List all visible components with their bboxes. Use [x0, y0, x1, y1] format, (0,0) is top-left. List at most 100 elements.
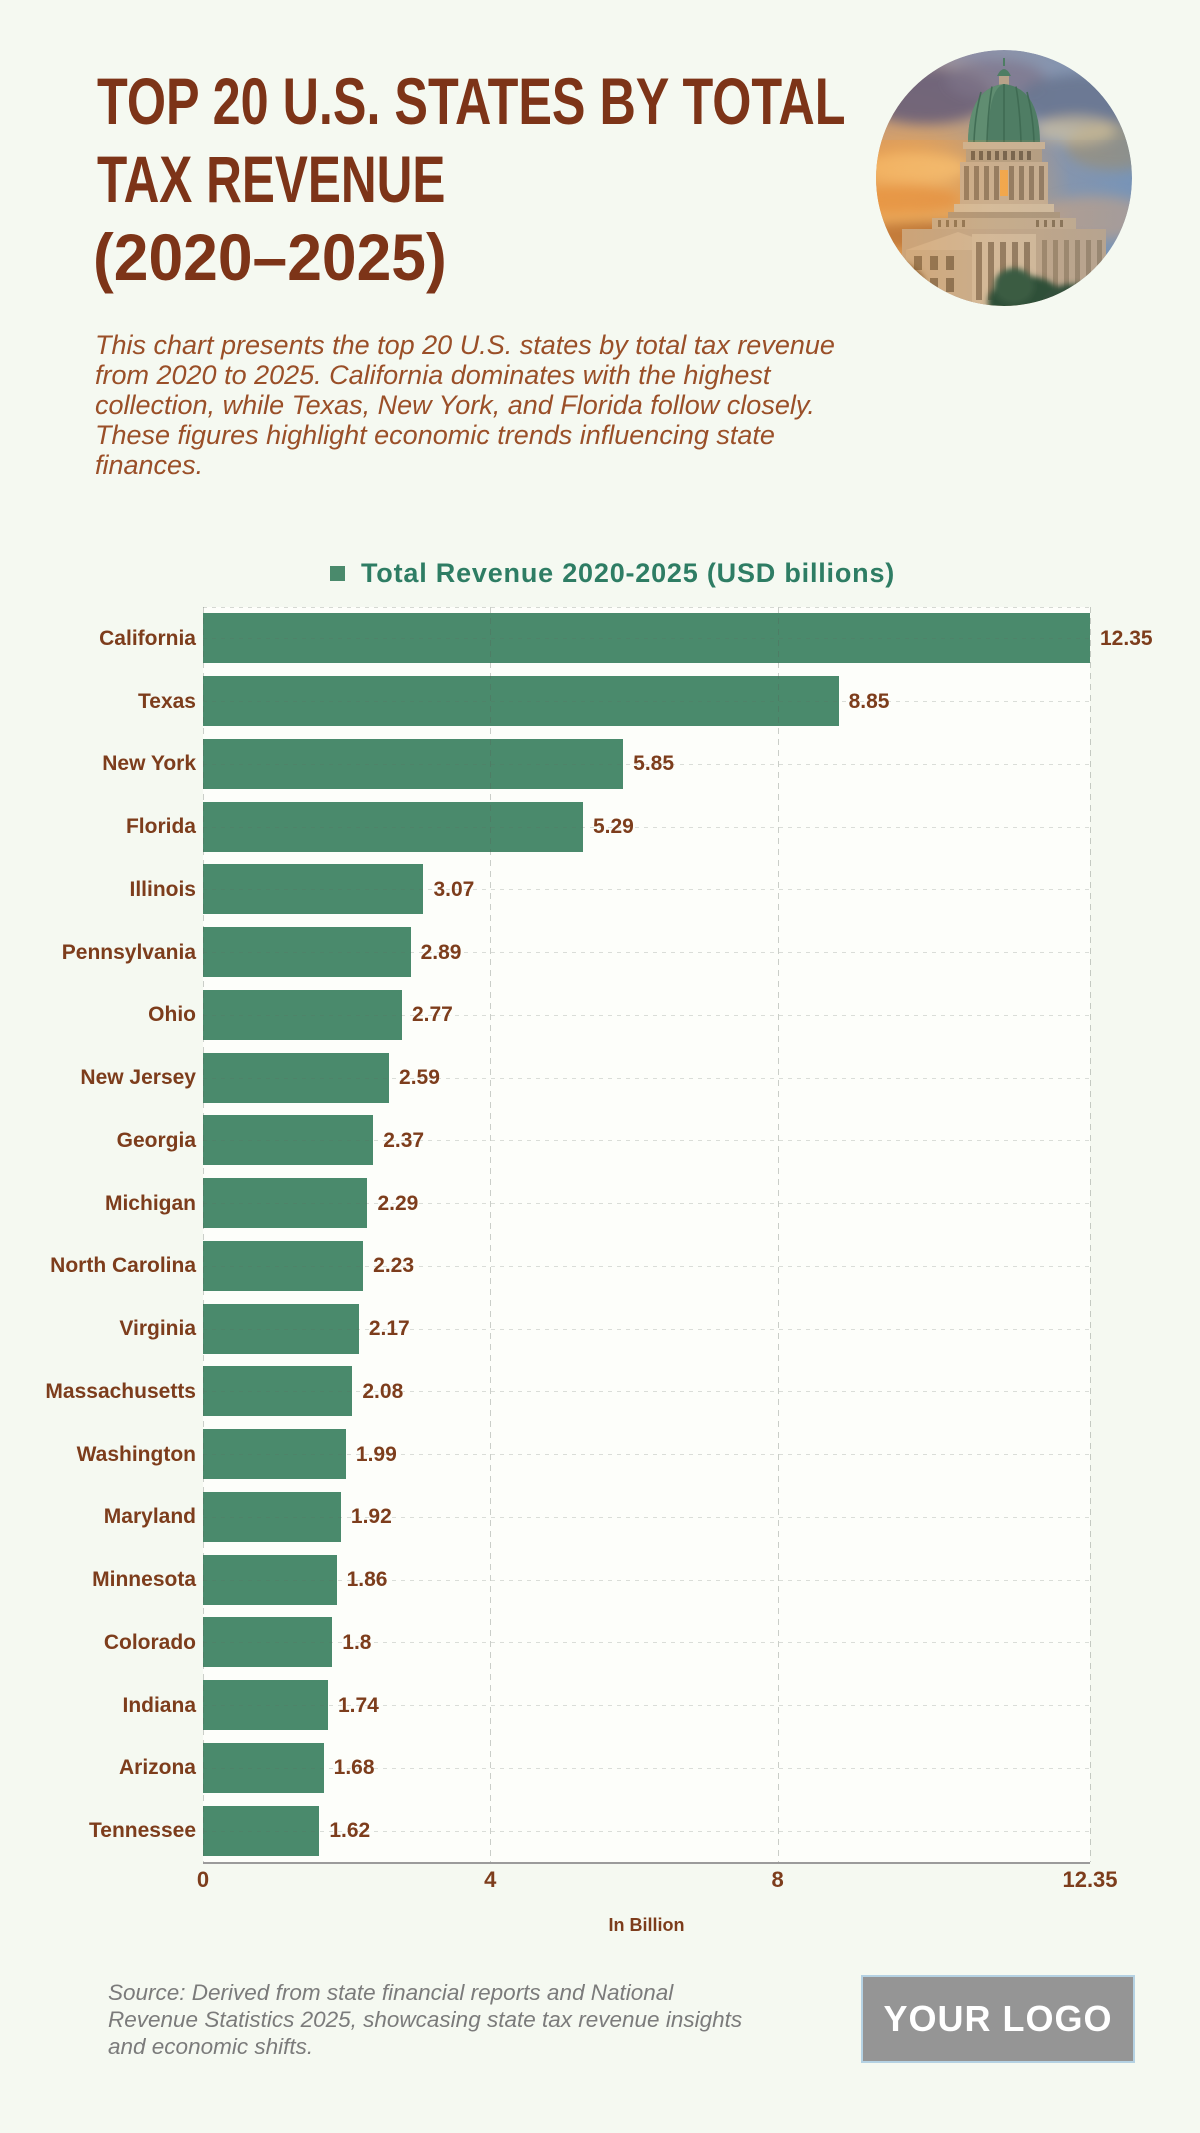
bar-new-york — [203, 738, 624, 789]
page-title-text: (2020–2025) — [93, 220, 447, 294]
category-label: Virginia — [119, 1317, 196, 1341]
bar-new-jersey — [203, 1052, 390, 1103]
bar-north-carolina — [203, 1240, 364, 1291]
bar-california — [203, 613, 1090, 664]
bar-colorado — [203, 1617, 333, 1668]
source-line: and economic shifts. — [108, 2034, 314, 2059]
page-title-line-3: (2020–2025) — [93, 218, 1079, 296]
source-note: Source: Derived from state financial rep… — [108, 1979, 742, 2060]
legend-marker-square — [330, 566, 345, 581]
category-label: New Jersey — [80, 1066, 196, 1090]
value-label: 1.8 — [342, 1630, 372, 1654]
horizontal-gridline — [203, 826, 1090, 828]
description-line: This chart presents the top 20 U.S. stat… — [95, 330, 835, 360]
horizontal-gridline — [203, 1705, 1090, 1707]
bar-arizona — [203, 1742, 324, 1793]
horizontal-gridline — [203, 1516, 1090, 1518]
category-label: Georgia — [116, 1128, 196, 1152]
page-title-text: TOP 20 U.S. STATES BY TOTAL — [97, 64, 846, 138]
horizontal-gridline — [203, 1767, 1090, 1769]
value-label: 1.92 — [350, 1505, 392, 1529]
value-label: 1.86 — [346, 1568, 388, 1592]
value-label: 2.23 — [373, 1254, 415, 1278]
horizontal-gridline — [203, 638, 1090, 640]
value-label: 1.99 — [355, 1442, 397, 1466]
vertical-gridline — [1090, 607, 1091, 1862]
bar-washington — [203, 1429, 346, 1480]
category-label: Ohio — [148, 1003, 196, 1027]
value-label: 2.17 — [368, 1317, 410, 1341]
horizontal-gridline — [203, 763, 1090, 765]
x-tick-label: 4 — [484, 1867, 497, 1892]
bar-minnesota — [203, 1554, 337, 1605]
category-label: Tennessee — [89, 1819, 196, 1843]
value-label: 2.89 — [420, 940, 462, 964]
bar-maryland — [203, 1491, 341, 1542]
horizontal-gridline — [203, 1077, 1090, 1079]
horizontal-gridline — [203, 1579, 1090, 1581]
horizontal-gridline — [203, 1203, 1090, 1205]
page-title: TOP 20 U.S. STATES BY TOTAL TAX REVENUE … — [93, 62, 1079, 296]
x-tick-label: 0 — [196, 1867, 210, 1892]
value-label: 2.08 — [362, 1379, 404, 1403]
value-label: 5.85 — [633, 752, 675, 776]
category-label: Maryland — [103, 1505, 196, 1529]
vertical-gridline — [490, 607, 492, 1862]
horizontal-gridline — [203, 701, 1090, 703]
category-label: California — [99, 626, 196, 650]
description-line: These figures highlight economic trends … — [95, 420, 775, 450]
category-label: Illinois — [129, 877, 196, 901]
logo-placeholder: YOUR LOGO — [861, 1975, 1135, 2063]
x-tick-label: 12.35 — [1062, 1867, 1118, 1892]
category-label: Massachusetts — [45, 1379, 196, 1403]
value-label: 8.85 — [848, 689, 890, 713]
vertical-gridline — [203, 607, 204, 1862]
source-line: Revenue Statistics 2025, showcasing stat… — [108, 2007, 743, 2032]
value-label: 1.68 — [333, 1756, 375, 1780]
horizontal-gridline — [203, 1140, 1090, 1142]
bar-pennsylvania — [203, 927, 411, 978]
bar-michigan — [203, 1178, 368, 1229]
category-label: Minnesota — [92, 1568, 196, 1592]
plot-area — [203, 607, 1090, 1862]
capitol-dome-sunset-illustration — [876, 50, 1132, 306]
horizontal-gridline — [203, 1454, 1090, 1456]
category-label: Washington — [76, 1442, 196, 1466]
page-title-text: TAX REVENUE — [97, 142, 446, 216]
bar-indiana — [203, 1680, 328, 1731]
category-label: Indiana — [122, 1693, 196, 1717]
capitol-photo — [876, 50, 1132, 306]
bar-massachusetts — [203, 1366, 353, 1417]
category-label: Colorado — [103, 1630, 196, 1654]
category-label: Florida — [125, 815, 196, 839]
category-label: New York — [102, 752, 196, 776]
x-axis-line — [203, 1862, 1090, 1864]
category-label: Texas — [138, 689, 196, 713]
legend-label: Total Revenue 2020-2025 (USD billions) — [361, 558, 896, 588]
value-label: 12.35 — [1100, 626, 1153, 650]
horizontal-gridline — [203, 1265, 1090, 1267]
category-label: Michigan — [104, 1191, 196, 1215]
bar-tennessee — [203, 1805, 320, 1856]
horizontal-gridline — [203, 1391, 1090, 1393]
description-line: from 2020 to 2025. California dominates … — [95, 360, 771, 390]
page-title-line-2: TAX REVENUE — [97, 140, 1079, 218]
value-label: 2.77 — [411, 1003, 453, 1027]
description-line: collection, while Texas, New York, and F… — [95, 390, 815, 420]
source-line: Source: Derived from state financial rep… — [108, 1980, 674, 2005]
logo-text: YOUR LOGO — [883, 1998, 1113, 2039]
value-label: 3.07 — [433, 877, 475, 901]
horizontal-gridline — [203, 1328, 1090, 1330]
bar-illinois — [203, 864, 424, 915]
value-label: 2.59 — [399, 1066, 440, 1090]
value-label: 1.74 — [337, 1693, 379, 1717]
value-label: 5.29 — [592, 815, 634, 839]
horizontal-gridline — [203, 1642, 1090, 1644]
vertical-gridline — [777, 607, 779, 1862]
value-label: 1.62 — [329, 1819, 371, 1843]
bar-georgia — [203, 1115, 374, 1166]
plot-top-border — [203, 607, 1090, 608]
chart-legend: Total Revenue 2020-2025 (USD billions) — [330, 558, 895, 589]
